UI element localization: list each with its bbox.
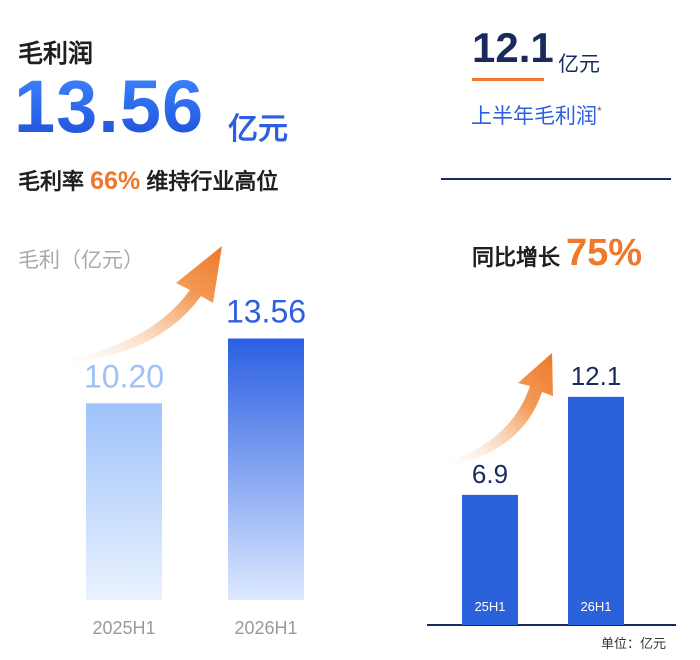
bar-value-label: 10.20 xyxy=(84,358,164,394)
growth-arrow-right xyxy=(446,353,553,467)
footnote-mark: * xyxy=(597,104,602,118)
bar-value-label: 13.56 xyxy=(226,293,306,329)
left-bar-chart: 10.20 2025H1 13.56 2026H1 xyxy=(84,293,306,638)
x-tick-label: 25H1 xyxy=(474,599,505,614)
yoy-growth-label: 同比增长 xyxy=(472,245,561,270)
yoy-growth-line: 同比增长 75% xyxy=(472,232,642,275)
gross-profit-title: 毛利润 xyxy=(18,40,94,68)
h1-gross-profit-value: 12.1 xyxy=(472,24,554,71)
bar-value-label: 12.1 xyxy=(571,361,622,391)
gross-margin-line: 毛利率 66% 维持行业高位 xyxy=(18,164,278,196)
gross-margin-pct: 66% xyxy=(90,167,141,195)
h1-gross-profit-caption: 上半年毛利润* xyxy=(471,100,602,130)
gross-profit-unit: 亿元 xyxy=(228,113,288,146)
divider-line xyxy=(441,178,671,180)
bar-25H1 xyxy=(462,494,518,625)
h1-gross-profit-unit: 亿元 xyxy=(558,53,600,76)
value-underline xyxy=(472,78,544,81)
unit-note: 单位：亿元 xyxy=(601,636,667,651)
bar-2026H1 xyxy=(228,338,304,600)
x-tick-label: 2025H1 xyxy=(92,618,155,638)
bar-26H1 xyxy=(568,396,624,625)
left-axis-label: 毛利（亿元） xyxy=(18,249,144,272)
growth-arrow-left xyxy=(60,246,222,364)
h1-caption-text: 上半年毛利润 xyxy=(471,105,597,128)
gross-margin-suffix: 维持行业高位 xyxy=(146,169,279,194)
bar-value-label: 6.9 xyxy=(472,459,508,489)
gross-margin-label: 毛利率 xyxy=(18,169,85,194)
right-bar-chart: 6.9 25H1 12.1 26H1 xyxy=(427,361,676,626)
x-tick-label: 2026H1 xyxy=(234,618,297,638)
x-tick-label: 26H1 xyxy=(580,599,611,614)
gross-profit-value: 13.56 xyxy=(14,65,205,148)
yoy-growth-pct: 75% xyxy=(566,232,643,274)
bar-2025H1 xyxy=(86,403,162,600)
